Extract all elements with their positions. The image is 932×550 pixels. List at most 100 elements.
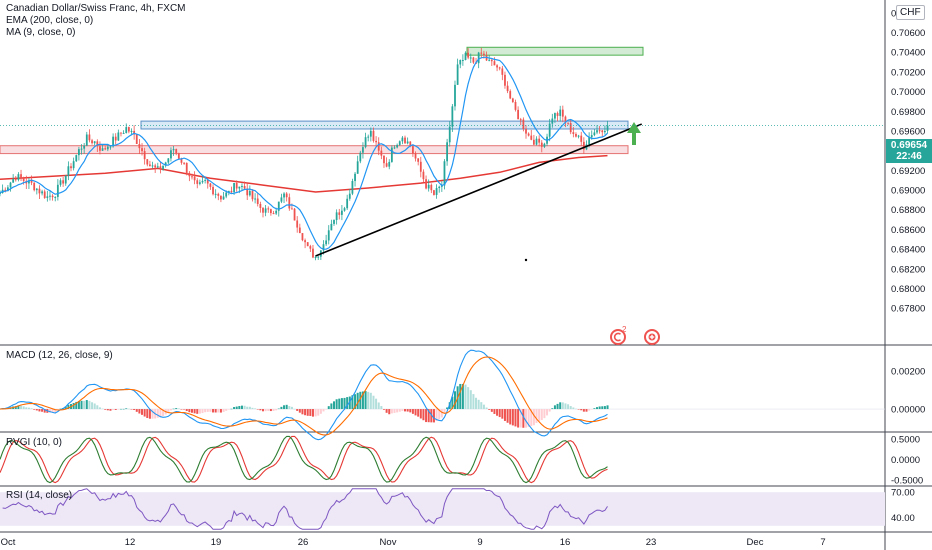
candle-body [396,144,399,148]
macd-histogram-bar [438,409,441,420]
candle-body [125,127,128,133]
rsi-tick-label: 70.00 [891,488,915,499]
candle-body [227,190,230,193]
macd-histogram-bar [146,409,149,418]
candle-body [554,113,556,119]
rvgi-signal-line [0,435,608,484]
macd-histogram-bar [596,407,599,410]
candle-body [180,158,183,163]
candle-body [327,230,330,241]
candle-body [406,141,409,144]
macd-histogram-bar [375,398,378,410]
macd-histogram-bar [404,409,407,412]
macd-histogram-bar [311,409,314,417]
macd-histogram-bar [22,406,25,410]
macd-histogram-bar [59,408,62,410]
candle-body [480,52,483,54]
candle-body [346,198,349,209]
candle-body [177,153,180,159]
up-arrow [627,122,641,145]
candle-body [538,138,541,143]
candle-body [291,208,293,210]
macd-histogram-bar [185,409,188,412]
macd-histogram-bar [159,409,162,418]
candle-body [496,65,498,68]
macd-histogram-bar [396,409,399,413]
price-tick-label: 0.68800 [891,205,925,216]
macd-histogram-bar [93,403,96,410]
candle-body [149,164,151,167]
candle-body [272,213,275,215]
earnings-event-icon[interactable]: 2 [610,325,627,345]
macd-histogram-bar [80,400,83,410]
candle-body [343,208,346,211]
candle-body [514,101,517,110]
candle-body [264,208,267,213]
macd-histogram-bar [259,409,262,411]
candle-body [206,179,209,184]
candle-body [506,85,509,92]
candle-body [269,209,272,214]
macd-histogram-bar [561,402,564,410]
macd-histogram-bar [251,407,254,410]
candle-body [517,109,520,120]
macd-histogram-bar [467,387,470,410]
candle-body [33,182,36,191]
candle-body [0,193,1,195]
macd-histogram-bar [577,409,580,410]
up-arrow-head [627,122,641,133]
macd-histogram-bar [585,409,588,412]
macd-histogram-bar [401,409,404,411]
candle-body [448,126,451,143]
macd-histogram-bar [67,404,70,410]
candle-body [159,166,162,170]
candle-body [532,139,535,145]
candle-body [577,135,580,137]
macd-histogram-bar [398,409,401,412]
macd-histogram-bar [246,406,249,410]
macd-histogram-bar [296,409,299,411]
candle-body [88,134,91,141]
macd-histogram-bar [212,409,215,413]
candle-body [351,181,354,194]
candle-body [28,180,30,184]
candle-body [367,136,370,138]
macd-histogram-bar [333,401,336,410]
macd-histogram-bar [325,409,328,410]
macd-histogram-bar [175,408,178,410]
candle-body [451,106,454,127]
time-tick-label: Dec [747,537,764,548]
macd-histogram-bar [414,409,417,416]
macd-histogram-bar [117,409,120,410]
economic-event-icon[interactable] [644,329,660,345]
macd-histogram-bar [517,409,520,428]
macd-histogram-bar [183,409,186,410]
macd-histogram-bar [267,409,270,411]
macd-histogram-bar [83,400,86,410]
candle-body [138,144,141,149]
macd-histogram-bar [209,409,212,412]
candle-body [41,191,43,194]
candle-body [383,155,385,164]
macd-histogram-bar [553,405,556,410]
rvgi-tick-label: 0.0000 [891,455,920,466]
macd-histogram-bar [506,409,509,423]
candle-body [530,135,533,140]
price-tick-label: 0.69200 [891,166,925,177]
macd-legend: MACD (12, 26, close, 9) [6,350,113,362]
macd-tick-label: 0.00000 [891,405,925,416]
candle-body [356,161,359,174]
currency-badge[interactable]: CHF [896,5,925,20]
macd-histogram-bar [104,409,107,410]
macd-histogram-bar [496,409,499,416]
macd-histogram-bar [41,409,44,412]
candle-body [175,149,178,154]
candle-body [162,165,164,170]
candle-body [120,132,122,134]
candle-body [241,185,243,187]
candle-body [185,162,188,173]
macd-histogram-bar [603,406,606,410]
candle-body [248,190,251,196]
candle-body [364,137,367,148]
